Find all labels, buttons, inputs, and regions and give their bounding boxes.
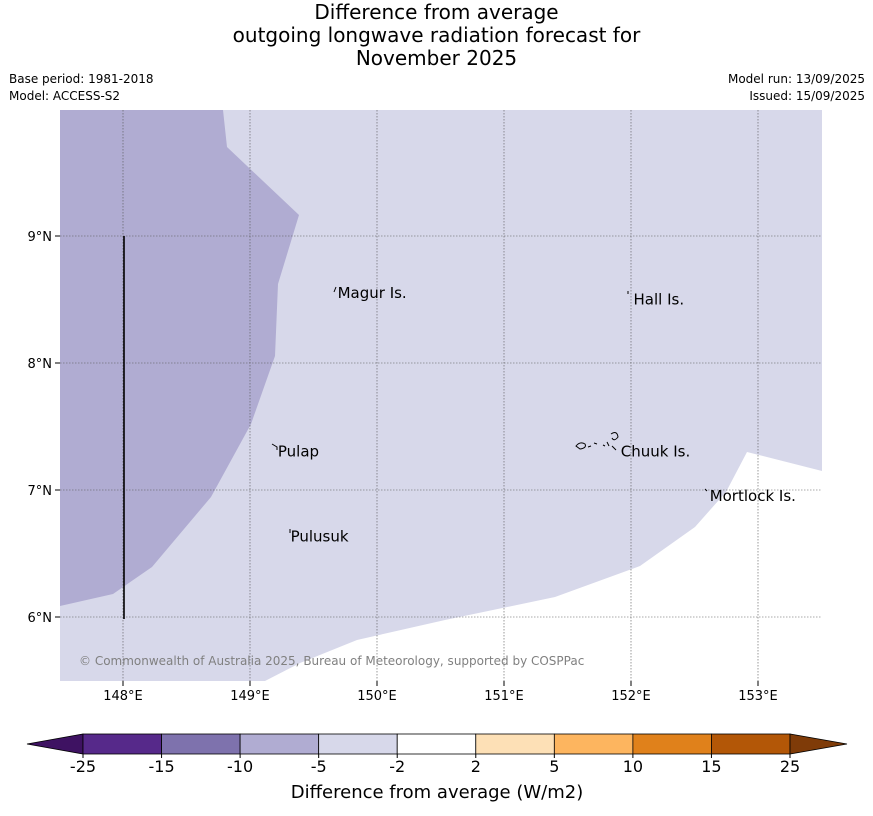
colorbar-tick-label: 10 <box>623 757 643 776</box>
longitude-ticks <box>122 681 759 686</box>
colorbar: -25 -15 -10 -5 -2 2 5 10 15 25 <box>26 733 848 776</box>
colorbar-tick-label: -2 <box>389 757 405 776</box>
place-label-chuuk-is: Chuuk Is. <box>621 443 690 461</box>
colorbar-swatch <box>82 733 162 755</box>
lat-label-7: 7°N <box>28 484 53 499</box>
colorbar-swatch <box>553 733 634 755</box>
lat-label-8: 8°N <box>28 357 53 372</box>
colorbar-tick-label: 25 <box>780 757 800 776</box>
lon-label-149: 149°E <box>230 689 270 704</box>
title-line-2: outgoing longwave radiation forecast for <box>232 23 641 47</box>
colorbar-swatch <box>475 733 555 755</box>
colorbar-extend-high <box>789 733 848 755</box>
colorbar-extend-low <box>26 733 84 755</box>
issued-date: Issued: 15/09/2025 <box>749 89 865 103</box>
colorbar-swatch <box>711 733 791 755</box>
base-period: Base period: 1981-2018 <box>9 72 154 86</box>
colorbar-tick-label: -25 <box>70 757 96 776</box>
copyright-notice: © Commonwealth of Australia 2025, Bureau… <box>79 654 584 668</box>
colorbar-swatch <box>161 733 241 755</box>
lat-label-9: 9°N <box>28 230 53 245</box>
colorbar-swatch <box>239 733 320 755</box>
place-labels: Magur Is. Hall Is. Pulap Chuuk Is. Mortlock … <box>278 284 796 546</box>
latitude-ticks <box>55 235 60 618</box>
colorbar-swatch <box>318 733 398 755</box>
model-run-date: Model run: 13/09/2025 <box>727 72 865 86</box>
colorbar-tick-label: -15 <box>149 757 175 776</box>
lon-label-152: 152°E <box>611 689 651 704</box>
colorbar-tick-label: -5 <box>311 757 327 776</box>
lon-label-150: 150°E <box>357 689 397 704</box>
lon-label-153: 153°E <box>738 689 778 704</box>
lon-label-148: 148°E <box>103 689 143 704</box>
longitude-tick-labels: 148°E 149°E 150°E 151°E 152°E 153°E <box>103 689 778 704</box>
title-line-3: November 2025 <box>355 46 518 70</box>
island-outlines <box>271 286 708 533</box>
colorbar-tick-label: 15 <box>701 757 721 776</box>
lat-label-6: 6°N <box>28 611 53 626</box>
model-name: Model: ACCESS-S2 <box>9 89 121 103</box>
place-label-pulusuk: Pulusuk <box>291 528 349 546</box>
place-label-pulap: Pulap <box>278 443 319 461</box>
colorbar-tick-label: 2 <box>471 757 481 776</box>
colorbar-swatch <box>632 733 712 755</box>
colorbar-tick-label: 5 <box>549 757 559 776</box>
map-area: Magur Is. Hall Is. Pulap Chuuk Is. Mortlock … <box>60 110 822 681</box>
lon-label-151: 151°E <box>484 689 524 704</box>
colorbar-swatch <box>396 733 477 755</box>
colorbar-tick-label: -10 <box>227 757 253 776</box>
place-label-hall-is: Hall Is. <box>634 290 685 308</box>
place-label-magur-is: Magur Is. <box>338 284 407 302</box>
gridlines <box>60 110 822 681</box>
anomaly-region-minus10 <box>60 110 299 606</box>
place-label-mortlock-is: Mortlock Is. <box>710 487 796 505</box>
colorbar-label: Difference from average (W/m2) <box>291 782 583 803</box>
title-line-1: Difference from average <box>314 0 559 24</box>
latitude-tick-labels: 9°N 8°N 7°N 6°N <box>28 230 53 626</box>
